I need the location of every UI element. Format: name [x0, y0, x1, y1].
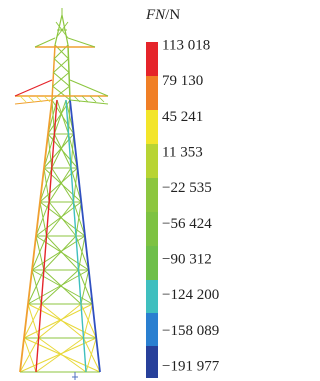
colorbar-segment	[146, 313, 158, 346]
member	[44, 168, 49, 202]
colorbar-segment	[146, 42, 158, 76]
member	[49, 168, 71, 202]
colorbar-segment	[146, 280, 158, 313]
member	[68, 38, 95, 47]
colorbar-segment	[146, 246, 158, 280]
figure: FN/N 113 018 79 130 45 241 11 353 −22 535 −56…	[0, 0, 240, 381]
colorbar-label: −191 977	[162, 358, 220, 374]
colorbar-segment	[146, 212, 158, 246]
member	[70, 80, 108, 96]
member	[41, 304, 83, 338]
page: FN/N 113 018 79 130 45 241 11 353 −22 535 −56…	[0, 0, 240, 381]
member	[86, 338, 96, 372]
colorbar-label: −158 089	[162, 323, 219, 339]
colorbar-label: −56 424	[162, 216, 212, 232]
member	[47, 202, 74, 236]
colorbar-label: −22 535	[162, 180, 212, 196]
colorbar-segment	[146, 144, 158, 178]
member	[47, 236, 79, 270]
colorbar-segment	[146, 110, 158, 144]
colorbar-label: −90 312	[162, 251, 212, 267]
colorbar	[146, 42, 158, 378]
legend-unit: /N	[165, 7, 180, 23]
member	[81, 270, 89, 304]
colorbar-label: 79 130	[162, 73, 203, 89]
colorbar-label: −124 200	[162, 287, 219, 303]
tower-model	[15, 8, 108, 380]
member	[15, 80, 52, 96]
colorbar-segment	[146, 178, 158, 212]
member	[52, 168, 74, 202]
colorbar-labels: 113 018 79 130 45 241 11 353 −22 535 −56 424 −…	[162, 37, 220, 374]
member	[44, 270, 81, 304]
legend-symbol: FN	[145, 7, 166, 23]
member	[28, 96, 34, 102]
member	[49, 202, 76, 236]
colorbar-segment	[146, 76, 158, 110]
member	[39, 304, 81, 338]
member	[41, 270, 78, 304]
colorbar-label: 45 241	[162, 109, 203, 125]
member	[35, 38, 55, 47]
colorbar-label: 113 018	[162, 37, 210, 53]
member	[90, 96, 96, 102]
member	[44, 236, 76, 270]
member	[20, 96, 26, 102]
colorbar-segment	[146, 346, 158, 378]
member	[84, 304, 93, 338]
colorbar-label: 11 353	[162, 144, 203, 160]
legend-title: FN/N	[145, 7, 180, 23]
member	[98, 96, 104, 102]
member	[39, 338, 86, 372]
member	[36, 338, 84, 372]
